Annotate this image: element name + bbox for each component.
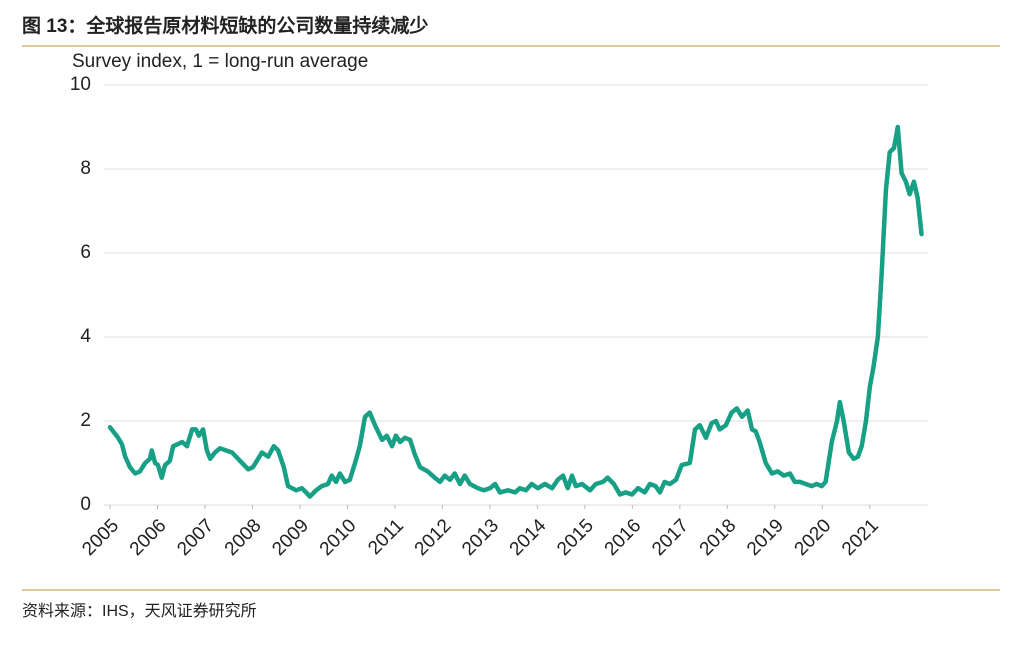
y-tick-label: 0	[80, 494, 91, 515]
y-tick-label: 8	[80, 158, 91, 179]
y-tick-label: 10	[70, 74, 91, 95]
y-tick-label: 2	[80, 410, 91, 431]
x-tick-label: 2006	[126, 515, 171, 560]
x-tick-label: 2017	[648, 515, 693, 560]
source-note: 资料来源：IHS，天风证券研究所	[22, 602, 257, 620]
data-line	[107, 124, 924, 499]
x-tick-label: 2014	[506, 515, 551, 560]
x-tick-label: 2005	[78, 515, 123, 560]
x-tick-label: 2013	[458, 515, 503, 560]
x-tick-label: 2019	[743, 515, 788, 560]
y-tick-label: 4	[80, 326, 91, 347]
x-tick-label: 2021	[838, 515, 883, 560]
x-tick-label: 2012	[411, 515, 456, 560]
x-tick-label: 2009	[268, 515, 313, 560]
chart-title: 图 13：全球报告原材料短缺的公司数量持续减少	[22, 14, 428, 37]
x-tick-label: 2007	[173, 515, 218, 560]
x-tick-label: 2020	[791, 515, 836, 560]
x-tick-label: 2016	[601, 515, 646, 560]
x-tick-label: 2018	[696, 515, 741, 560]
x-tick-label: 2011	[364, 515, 408, 559]
x-tick-label: 2015	[553, 515, 598, 560]
x-tick-label: 2008	[221, 515, 266, 560]
y-tick-label: 6	[80, 242, 91, 263]
axis-subtitle: Survey index, 1 = long-run average	[72, 51, 368, 72]
x-tick-label: 2010	[316, 515, 361, 560]
